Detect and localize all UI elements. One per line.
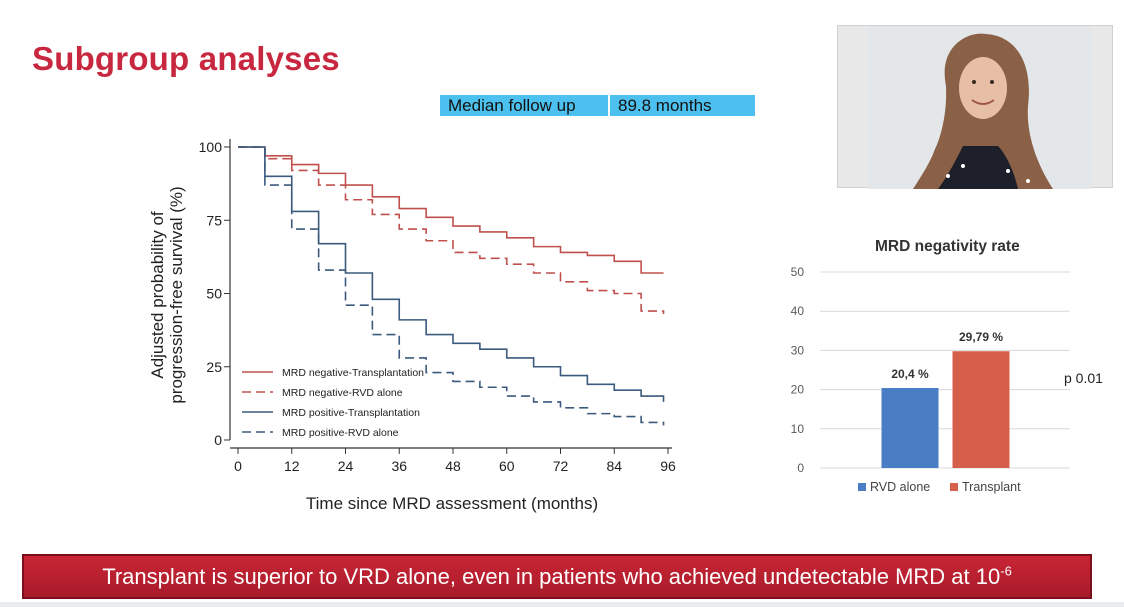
pfs-y-tick-label: 0 xyxy=(214,432,222,448)
conclusion-banner: Transplant is superior to VRD alone, eve… xyxy=(22,554,1092,599)
mrd-negativity-bar-chart: 0 10 20 30 40 50 20,4 % 29,79 % RVD alone Trans… xyxy=(791,265,1070,494)
bar-data-label: 20,4 % xyxy=(891,367,929,381)
pfs-x-tick-label: 96 xyxy=(660,458,676,474)
bar-legend-label: RVD alone xyxy=(870,480,930,494)
banner-exponent: -6 xyxy=(1000,563,1012,579)
pfs-x-tick-label: 12 xyxy=(284,458,300,474)
p-value: p 0.01 xyxy=(1064,370,1103,386)
pfs-y-axis-label: Adjusted probability of progression-free… xyxy=(148,186,186,403)
pfs-legend-label: MRD positive-RVD alone xyxy=(282,427,399,439)
bar-legend-label: Transplant xyxy=(962,480,1021,494)
bar-y-tick-label: 10 xyxy=(791,422,805,436)
pfs-series-line-1 xyxy=(238,146,664,274)
pfs-x-axis-label: Time since MRD assessment (months) xyxy=(306,494,598,513)
slide-title: Subgroup analyses xyxy=(32,40,340,77)
bar-y-tick-label: 20 xyxy=(791,383,805,397)
median-followup-box: Median follow up 89.8 months xyxy=(440,95,755,116)
bar-legend-swatch xyxy=(858,483,866,491)
bar-y-tick-label: 0 xyxy=(797,461,804,475)
pfs-x-tick-label: 72 xyxy=(553,458,569,474)
bar-1 xyxy=(881,388,939,468)
pfs-series-line-3 xyxy=(238,146,665,402)
pfs-y-tick-label: 50 xyxy=(206,286,222,302)
pfs-legend-label: MRD negative-RVD alone xyxy=(282,387,403,399)
pfs-series-line-4 xyxy=(238,146,665,426)
bar-y-tick-label: 40 xyxy=(791,304,805,318)
pfs-y-tick-label: 100 xyxy=(199,139,223,155)
bar-data-label: 29,79 % xyxy=(959,330,1003,344)
followup-value: 89.8 months xyxy=(610,95,755,116)
bar-y-tick-label: 30 xyxy=(791,343,805,357)
pfs-series-line-2 xyxy=(238,146,665,315)
pfs-y-axis-label-line1: Adjusted probability of xyxy=(148,211,167,379)
pfs-legend-label: MRD negative-Transplantation xyxy=(282,367,424,379)
speaker-portrait-icon xyxy=(868,26,1091,189)
pfs-y-tick-label: 75 xyxy=(206,212,222,228)
pfs-x-tick-label: 48 xyxy=(445,458,461,474)
pfs-line-chart: Adjusted probability of progression-free… xyxy=(148,139,676,513)
speaker-webcam xyxy=(837,25,1113,189)
bar-y-tick-label: 50 xyxy=(791,265,805,279)
mrd-bar-chart-title: MRD negativity rate xyxy=(875,238,1020,255)
pfs-x-tick-label: 60 xyxy=(499,458,515,474)
pfs-legend-label: MRD positive-Transplantation xyxy=(282,407,420,419)
pfs-x-tick-label: 0 xyxy=(234,458,242,474)
pfs-x-tick-label: 24 xyxy=(338,458,354,474)
banner-text: Transplant is superior to VRD alone, eve… xyxy=(102,564,1001,589)
bottom-divider xyxy=(0,602,1124,607)
pfs-x-tick-label: 36 xyxy=(391,458,407,474)
pfs-y-axis-label-line2: progression-free survival (%) xyxy=(167,186,186,403)
pfs-x-tick-label: 84 xyxy=(606,458,622,474)
pfs-y-tick-label: 25 xyxy=(206,359,222,375)
bar-legend-swatch xyxy=(950,483,958,491)
followup-label: Median follow up xyxy=(440,95,608,116)
bar-2 xyxy=(952,351,1010,468)
speaker-video xyxy=(868,26,1091,189)
